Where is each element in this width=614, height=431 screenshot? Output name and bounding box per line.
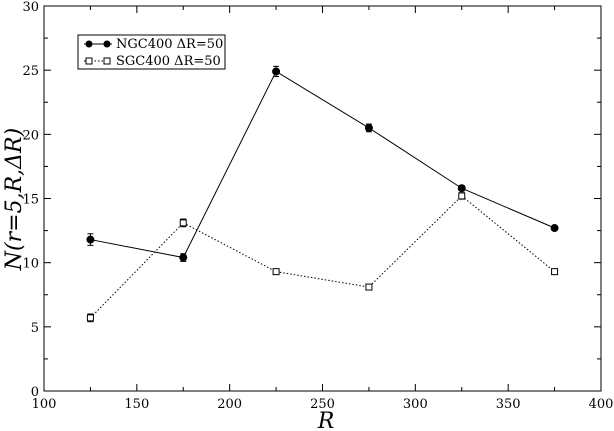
legend-marker-ngc400: [103, 40, 111, 48]
x-tick-label: 300: [403, 397, 428, 412]
series-layer: [86, 65, 559, 323]
x-tick-label: 400: [589, 397, 614, 412]
data-point-sgc400: [458, 192, 466, 200]
data-point-ngc400: [272, 67, 281, 76]
y-axis-title: N(r=5,R,ΔR): [2, 128, 27, 271]
y-tick-label: 10: [22, 257, 39, 272]
data-point-sgc400: [179, 219, 187, 227]
data-point-ngc400: [364, 123, 373, 132]
data-point-sgc400: [272, 268, 280, 276]
legend-label-sgc400: SGC400 ΔR=50: [116, 54, 221, 69]
x-tick-label: 100: [32, 397, 57, 412]
x-tick-label: 150: [124, 397, 149, 412]
plot-frame: [43, 5, 602, 392]
y-tick-label: 20: [22, 128, 39, 143]
legend-marker-sgc400: [85, 57, 93, 65]
x-tick-label: 350: [496, 397, 521, 412]
legend-entry-sgc400: SGC400 ΔR=50: [84, 54, 221, 69]
legend-label-ngc400: NGC400 ΔR=50: [116, 37, 223, 52]
data-point-ngc400: [179, 253, 188, 262]
series-line-sgc400: [90, 195, 555, 319]
y-tick-label: 30: [22, 0, 39, 15]
data-point-ngc400: [550, 224, 559, 233]
data-point-sgc400: [86, 314, 94, 322]
data-point-ngc400: [86, 235, 95, 244]
legend-marker-sgc400: [103, 57, 111, 65]
legend-marker-ngc400: [85, 40, 93, 48]
legend-box: [77, 34, 226, 70]
y-tick-label: 15: [22, 193, 39, 208]
data-point-sgc400: [365, 283, 373, 291]
ticks-layer: 100 150 200 250 300 350 400 0 5 10 15 20 25 30: [22, 0, 613, 412]
x-tick-label: 200: [217, 397, 242, 412]
legend: NGC400 ΔR=50 SGC400 ΔR=50: [77, 34, 226, 70]
y-tick-label: 25: [22, 64, 39, 79]
data-point-ngc400: [457, 184, 466, 193]
legend-entry-ngc400: NGC400 ΔR=50: [84, 37, 223, 52]
y-tick-label: 0: [31, 385, 39, 400]
x-tick-label: 250: [310, 397, 335, 412]
y-tick-label: 5: [31, 321, 39, 336]
x-axis-title: R: [317, 409, 335, 431]
series-line-ngc400: [90, 70, 555, 259]
data-point-sgc400: [551, 268, 559, 276]
